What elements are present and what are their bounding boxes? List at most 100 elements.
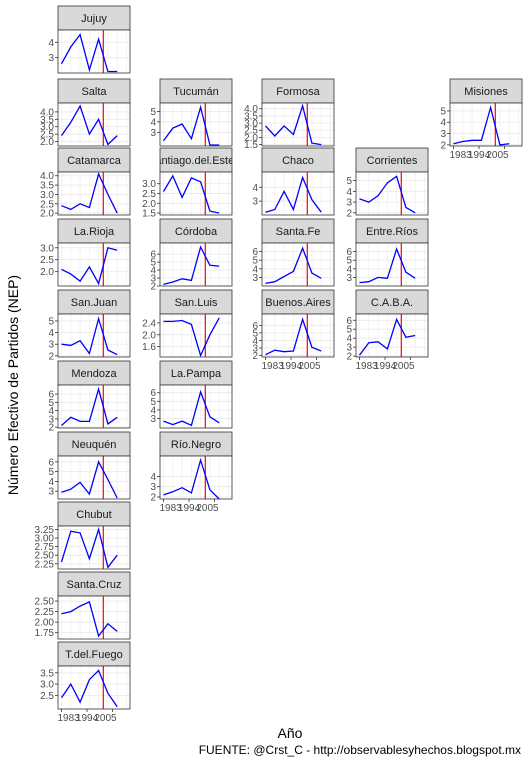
panel-salta: Salta 2.02.53.03.54.0 (40, 78, 131, 148)
gridlines (58, 526, 130, 569)
gridlines (160, 314, 232, 357)
y-tick-label: 2 (48, 351, 54, 362)
panel-title: Mendoza (71, 368, 117, 380)
x-tick-label: 1994 (76, 713, 99, 724)
y-tick-label: 4 (150, 405, 156, 416)
y-tick-label: 3 (150, 482, 156, 493)
y-tick-label: 3.5 (40, 668, 54, 679)
gridlines (356, 314, 428, 357)
panel-jujuy: Jujuy 3 4 (48, 5, 131, 74)
series-line (61, 386, 118, 426)
y-tick-label: 5 (252, 328, 258, 339)
panel-title: Santiago.del.Estero (148, 155, 244, 167)
series-line (163, 245, 220, 286)
y-tick-label: 2.25 (35, 607, 55, 618)
y-tick-label: 3 (346, 343, 352, 354)
strip-neuqun (57, 431, 131, 457)
y-tick-label: 1.6 (142, 342, 156, 353)
x-tick-label: 1994 (374, 361, 397, 372)
y-tick-label: 3 (346, 273, 352, 284)
y-tick-label: 2.4 (142, 318, 156, 329)
x-tick-label: 2005 (298, 361, 321, 372)
y-tick-label: 5 (150, 107, 156, 118)
y-tick-label: 6 (150, 388, 156, 399)
y-tick-label: 6 (48, 457, 54, 468)
y-tick-label: 3 (346, 198, 352, 209)
y-tick-label: 4.0 (40, 171, 54, 182)
gridlines (58, 243, 130, 286)
y-tick-label: 2.25 (35, 559, 55, 570)
y-tick-label: 1.5 (142, 209, 156, 220)
y-tick-label: 4 (252, 336, 258, 347)
panel-title: Neuquén (72, 439, 117, 451)
y-tick-label: 3.0 (40, 190, 54, 201)
gridlines (450, 103, 522, 146)
y-tick-label: 2.5 (40, 130, 54, 141)
series-line (60, 104, 118, 146)
panel-title: San.Juan (71, 297, 117, 309)
y-tick-label: 2.00 (35, 618, 55, 629)
x-tick-label: 1983 (449, 150, 472, 161)
y-tick-label: 5 (48, 467, 54, 478)
gridlines (356, 243, 428, 286)
gridlines (58, 103, 130, 146)
y-tick-label: 4 (252, 264, 258, 275)
gridlines (58, 314, 130, 357)
y-tick-label: 3 (48, 340, 54, 351)
series-line (60, 33, 118, 73)
y-tick-label: 2.0 (40, 267, 54, 278)
y-tick-label: 5 (346, 176, 352, 187)
gridlines (356, 172, 428, 215)
series-line (163, 389, 220, 427)
strip-tdelfuego (57, 641, 131, 667)
panel-title: C.A.B.A. (371, 297, 413, 309)
y-tick-label: 3.00 (35, 534, 55, 545)
y-tick-label: 2 (48, 423, 54, 434)
series-line (163, 457, 220, 500)
panel-title: Jujuy (81, 13, 107, 25)
y-tick-label: 4 (150, 472, 156, 483)
y-tick-label: 5 (48, 398, 54, 409)
strip-santiagodelestero (159, 147, 233, 173)
strip-buenosaires (261, 289, 335, 315)
y-tick-label: 2.5 (40, 199, 54, 210)
y-tick-label: 6 (252, 321, 258, 332)
strip-sanjuan (57, 289, 131, 315)
strip-tucumn (159, 78, 233, 104)
panel-santacruz: Santa.Cruz 1.752.002.252.50 (35, 571, 131, 640)
x-tick-label: 2005 (94, 713, 117, 724)
strip-larioja (57, 218, 131, 244)
panel-sanluis: San.Luis 1.62.02.4 (142, 289, 233, 358)
x-tick-label: 1983 (355, 361, 378, 372)
y-tick-label: 4.0 (244, 104, 258, 115)
y-tick-label: 2 (346, 208, 352, 219)
y-tick-label: 2.0 (40, 209, 54, 220)
series-line (60, 669, 118, 708)
y-tick-label: 4 (346, 334, 352, 345)
y-tick-label: 3.0 (40, 680, 54, 691)
y-tick-label: 1.75 (35, 628, 55, 639)
y-tick-label: 3 (150, 414, 156, 425)
y-tick-label: 3.5 (244, 111, 258, 122)
strip-entreros (355, 218, 429, 244)
panel-title: T.del.Fuego (65, 649, 122, 661)
panel-title: Misiones (464, 86, 508, 98)
y-tick-label: 2.5 (40, 691, 54, 702)
y-tick-label: 4 (48, 406, 54, 417)
y-tick-label: 2.50 (35, 551, 55, 562)
panel-title: San.Luis (175, 297, 218, 309)
series-line (359, 247, 416, 284)
panel-chaco: Chaco 3 4 (252, 147, 335, 216)
gridlines (262, 103, 334, 146)
x-tick-label: 1983 (261, 361, 284, 372)
gridlines (160, 103, 232, 146)
panel-title: Río.Negro (171, 439, 221, 451)
strip-chubut (57, 501, 131, 527)
y-tick-label: 2.0 (142, 199, 156, 210)
x-axis-title: Año (278, 725, 303, 741)
